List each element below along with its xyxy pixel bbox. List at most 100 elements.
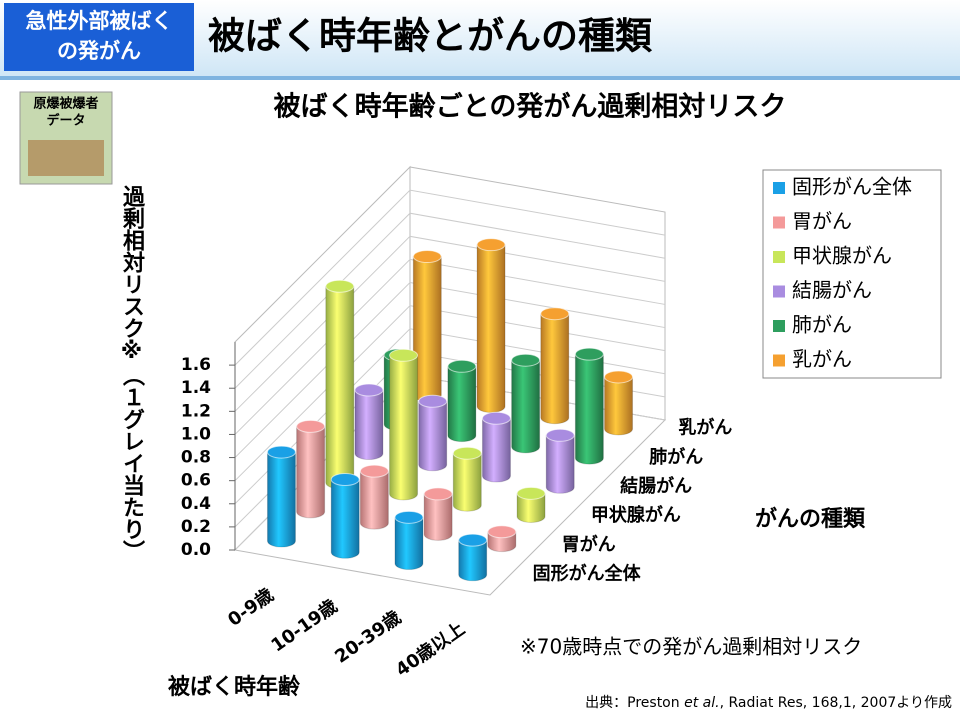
legend-label: 胃がん <box>792 209 852 233</box>
x-tick-label: 40歳以上 <box>392 618 469 681</box>
bar-top <box>574 347 604 361</box>
source-part: , Radiat Res, 168,1, 2007より作成 <box>720 695 952 711</box>
bar-top <box>412 250 442 264</box>
y-tick-label: 1.2 <box>181 401 211 421</box>
bar <box>545 434 575 494</box>
bar <box>574 353 604 465</box>
y-tick-label: 1.4 <box>181 378 211 398</box>
x-tick-label: 20-39歳 <box>331 607 405 668</box>
bar <box>266 451 296 548</box>
y-tick-label: 0.2 <box>181 517 211 537</box>
legend-label: 肺がん <box>792 313 852 337</box>
bar-top <box>266 445 296 459</box>
grid-line <box>234 212 666 389</box>
bar <box>481 417 511 483</box>
bar <box>476 244 506 413</box>
legend-swatch <box>773 354 785 367</box>
bar <box>452 452 482 512</box>
y-tick-label: 0.8 <box>181 448 211 468</box>
bar-top <box>511 353 541 367</box>
badge <box>4 3 194 71</box>
slide-title: 被ばく時年齢とがんの種類 <box>208 15 653 58</box>
legend-swatch <box>773 216 785 229</box>
bar <box>447 365 477 443</box>
legend-swatch <box>773 182 785 194</box>
bar <box>354 389 384 461</box>
z-tick-label: 固形がん全体 <box>533 562 642 584</box>
bar-top <box>394 510 424 524</box>
bar-top <box>296 419 326 433</box>
x-axis-title: 被ばく時年齢 <box>168 674 301 700</box>
y-tick-label: 1.6 <box>181 355 211 375</box>
source-part: et al. <box>684 695 719 711</box>
legend <box>762 169 942 379</box>
bar-top <box>452 446 482 460</box>
badge-text: の発がん <box>57 39 141 63</box>
legend-swatch <box>773 251 785 263</box>
source: 出典：Preston et al., Radiat Res, 168,1, 20… <box>585 695 952 711</box>
bar <box>296 425 326 519</box>
bar-top <box>516 486 546 500</box>
grid-line <box>234 258 666 435</box>
x-tick-label: 10-19歳 <box>267 596 341 657</box>
legend-label: 結腸がん <box>792 278 872 302</box>
bar-top <box>458 533 488 547</box>
bar-top <box>487 525 517 539</box>
legend-label: 甲状腺がん <box>792 244 892 268</box>
y-axis-title: 過剰相対リスク※（１グレイ当たり） <box>119 184 146 562</box>
bar <box>458 539 488 582</box>
note: ※70歳時点での発がん過剰相対リスク <box>520 635 862 659</box>
grid-line <box>234 305 666 482</box>
bar-top <box>481 411 511 425</box>
bar <box>511 359 541 454</box>
icon-text: データ <box>46 113 85 129</box>
header-rule <box>0 76 960 80</box>
bar-top <box>418 394 448 408</box>
icon-building <box>28 140 104 176</box>
y-tick-label: 0.4 <box>181 494 211 514</box>
z-tick-label: 甲状腺がん <box>591 504 681 526</box>
bar <box>516 492 546 523</box>
z-tick-label: 胃がん <box>562 533 616 555</box>
bar-top <box>330 472 360 486</box>
y-tick-label: 0.0 <box>181 540 211 560</box>
legend-swatch <box>773 285 785 298</box>
bar-top <box>545 428 575 442</box>
bar-top <box>354 383 384 397</box>
grid-line <box>234 282 666 458</box>
legend-label: 乳がん <box>792 347 852 371</box>
bar-top <box>389 348 419 362</box>
y-tick-label: 0.6 <box>181 471 211 491</box>
icon-text: 原爆被爆者 <box>33 96 98 112</box>
legend-swatch <box>773 320 785 332</box>
bar <box>604 376 634 436</box>
z-tick-label: 肺がん <box>649 446 703 468</box>
bar <box>359 470 389 530</box>
bar-top <box>359 464 389 478</box>
chart-title: 被ばく時年齢ごとの発がん過剰相対リスク <box>274 91 787 123</box>
grid-line <box>234 235 666 412</box>
bar <box>418 400 448 472</box>
z-axis-title: がんの種類 <box>755 506 866 532</box>
bar <box>394 516 424 571</box>
bar <box>540 313 570 425</box>
source-part: 出典：Preston <box>585 695 684 711</box>
bar-top <box>604 370 634 384</box>
bar <box>423 493 453 541</box>
bar-top <box>540 307 570 321</box>
x-tick-label: 0-9歳 <box>224 585 277 631</box>
z-tick-label: 結腸がん <box>620 475 692 497</box>
badge-text: 急性外部被ばく <box>26 9 173 33</box>
bar <box>330 478 360 559</box>
z-tick-label: 乳がん <box>678 417 732 439</box>
bar <box>325 285 355 490</box>
bar-top <box>325 279 355 293</box>
legend-label: 固形がん全体 <box>792 175 912 199</box>
bar-top <box>423 487 453 501</box>
y-tick-label: 1.0 <box>181 424 211 444</box>
bar-top <box>476 238 506 252</box>
bar-top <box>447 359 477 373</box>
bar <box>389 354 419 501</box>
grid-line <box>234 189 666 366</box>
